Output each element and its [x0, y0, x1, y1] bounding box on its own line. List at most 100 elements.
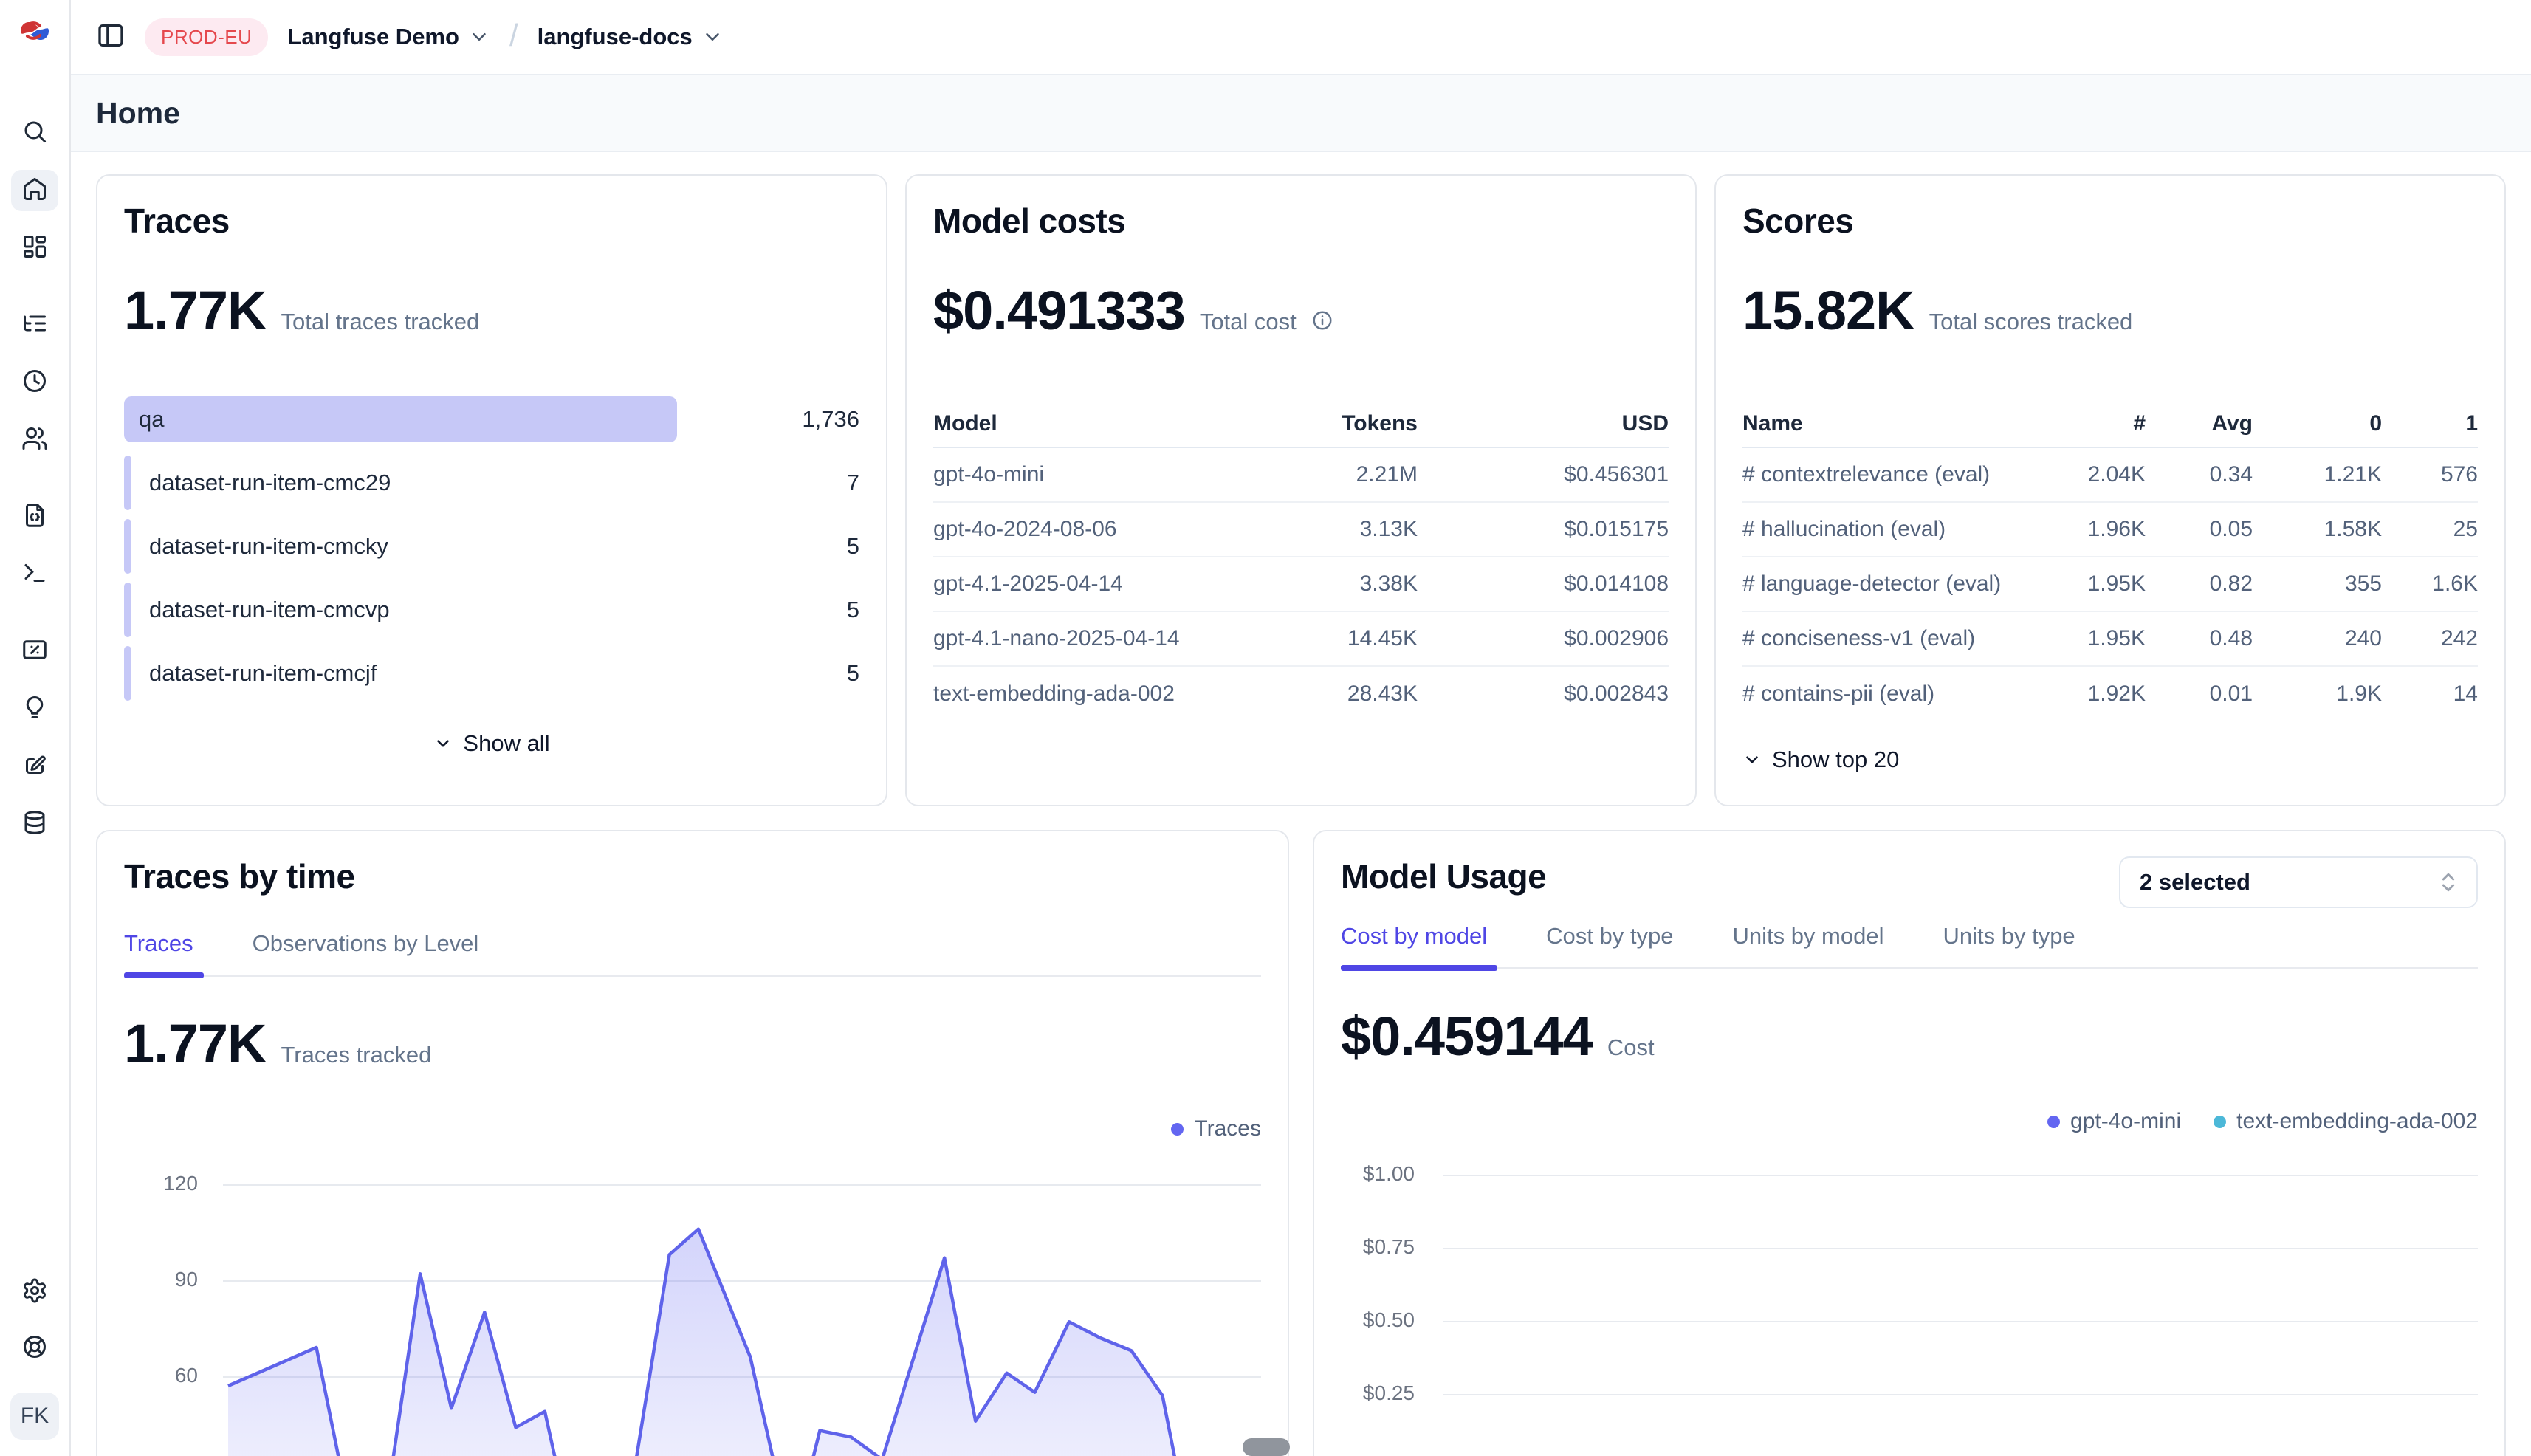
traces-by-time-card: Traces by time Traces Observations by Lev…: [96, 830, 1289, 1456]
dashboards-icon: [21, 233, 48, 264]
usage-tab-units-by-type[interactable]: Units by type: [1943, 923, 2075, 967]
topbar: PROD-EU Langfuse Demo / langfuse-docs: [71, 0, 2531, 75]
trace-count: 5: [756, 597, 859, 623]
sidebar-item-annotation-queues[interactable]: [11, 746, 58, 787]
table-cell: $0.014108: [1418, 571, 1669, 597]
sidebar-item-prompts[interactable]: [11, 496, 58, 538]
chevrons-up-down-icon: [2436, 870, 2460, 894]
legend-item: Traces: [1171, 1116, 1261, 1141]
sidebar-item-evaluation[interactable]: [11, 631, 58, 672]
table-cell: 1.58K: [2253, 517, 2382, 542]
table-row: gpt-4.1-2025-04-143.38K$0.014108: [933, 557, 1669, 612]
traces-tab-traces[interactable]: Traces: [124, 930, 193, 975]
traces-by-time-title: Traces by time: [124, 856, 1261, 896]
traces-bar-list: qa1,736dataset-run-item-cmc297dataset-ru…: [124, 388, 859, 705]
chevron-down-icon: [1742, 750, 1762, 769]
sidebar-toggle-button[interactable]: [96, 21, 126, 54]
scores-table: Name#Avg01# contextrelevance (eval)2.04K…: [1742, 401, 2478, 721]
table-cell: 28.43K: [1181, 681, 1418, 707]
table-cell: $0.015175: [1418, 517, 1669, 542]
trace-bar-row[interactable]: dataset-run-item-cmcjf5: [124, 642, 859, 705]
gridline: [1443, 1321, 2478, 1322]
show-all-button[interactable]: Show all: [433, 730, 549, 757]
model-select[interactable]: 2 selected: [2119, 856, 2478, 908]
show-top-20-label: Show top 20: [1772, 746, 1899, 773]
trace-name: dataset-run-item-cmcjf: [124, 660, 377, 687]
table-cell: # conciseness-v1 (eval): [1742, 626, 2016, 651]
table-row: gpt-4.1-nano-2025-04-1414.45K$0.002906: [933, 612, 1669, 667]
page-title: Home: [96, 96, 180, 131]
traces-time-chart: 120906030: [124, 1158, 1261, 1456]
column-header: Name: [1742, 411, 2016, 436]
info-icon[interactable]: [1311, 307, 1333, 333]
table-cell: 14.45K: [1181, 626, 1418, 651]
sidebar-item-tracing[interactable]: [11, 304, 58, 346]
sidebar-item-dashboards[interactable]: [11, 227, 58, 269]
avatar[interactable]: FK: [10, 1393, 59, 1440]
trace-count: 1,736: [756, 406, 859, 433]
table-cell: 1.96K: [2016, 517, 2146, 542]
tracing-icon: [21, 310, 48, 340]
table-row: gpt-4o-2024-08-063.13K$0.015175: [933, 503, 1669, 557]
trace-bar-row[interactable]: qa 1,736: [124, 388, 859, 451]
sidebar-item-playground[interactable]: [11, 554, 58, 595]
horizontal-scrollbar-thumb[interactable]: [1243, 1438, 1290, 1456]
annotation-icon: [21, 752, 48, 782]
scores-metric: 15.82K: [1742, 279, 1914, 342]
trace-bar-row[interactable]: dataset-run-item-cmc297: [124, 451, 859, 515]
table-cell: # contextrelevance (eval): [1742, 462, 2016, 487]
settings-icon: [21, 1277, 48, 1308]
trace-name: qa: [124, 406, 164, 433]
sidebar-item-support[interactable]: [11, 1328, 58, 1369]
traces-by-time-metric-label: Traces tracked: [281, 1042, 431, 1068]
model-costs-title: Model costs: [933, 201, 1669, 241]
trace-bar-row[interactable]: dataset-run-item-cmcvp5: [124, 578, 859, 642]
table-cell: 14: [2382, 681, 2478, 707]
bar-zone: dataset-run-item-cmcky: [124, 515, 756, 578]
traces-metric-label: Total traces tracked: [281, 309, 479, 335]
usage-tab-cost-by-type[interactable]: Cost by type: [1546, 923, 1673, 967]
trace-name: dataset-run-item-cmc29: [124, 470, 391, 496]
prompts-icon: [21, 502, 48, 532]
show-top-20-button[interactable]: Show top 20: [1742, 746, 1899, 773]
gridline: [1443, 1175, 2478, 1176]
table-row: # language-detector (eval)1.95K0.823551.…: [1742, 557, 2478, 612]
table-cell: 1.21K: [2253, 462, 2382, 487]
trace-bar-row[interactable]: dataset-run-item-cmcky5: [124, 515, 859, 578]
sidebar-item-insights[interactable]: [11, 688, 58, 729]
sidebar-item-users[interactable]: [11, 419, 58, 461]
usage-tab-units-by-model[interactable]: Units by model: [1732, 923, 1883, 967]
legend-label: text-embedding-ada-002: [2236, 1109, 2478, 1134]
table-cell: gpt-4o-mini: [933, 462, 1181, 487]
main-column: PROD-EU Langfuse Demo / langfuse-docs Ho…: [71, 0, 2531, 1456]
traces-card-title: Traces: [124, 201, 859, 241]
sidebar-item-search[interactable]: [11, 112, 58, 154]
table-cell: $0.002843: [1418, 681, 1669, 707]
legend-item: gpt-4o-mini: [2047, 1109, 2181, 1134]
legend-dot-icon: [1171, 1123, 1184, 1136]
model-usage-title: Model Usage: [1341, 856, 1546, 896]
sidebar-bottom: FK: [10, 1271, 59, 1456]
model-costs-card: Model costs $0.491333 Total cost ModelTo…: [905, 174, 1697, 806]
sessions-icon: [21, 368, 48, 398]
table-cell: 1.9K: [2253, 681, 2382, 707]
trace-count: 5: [756, 533, 859, 560]
sidebar-item-home[interactable]: [11, 170, 58, 211]
traces-tab-observations-by-level[interactable]: Observations by Level: [253, 930, 479, 975]
chevron-down-icon: [433, 734, 453, 753]
sidebar-item-datasets[interactable]: [11, 803, 58, 845]
support-icon: [21, 1333, 48, 1364]
org-selector[interactable]: Langfuse Demo: [287, 24, 490, 50]
table-cell: 2.04K: [2016, 462, 2146, 487]
sidebar-item-sessions[interactable]: [11, 362, 58, 403]
traces-by-time-metric: 1.77K: [124, 1012, 266, 1075]
table-cell: 1.6K: [2382, 571, 2478, 597]
usage-tab-cost-by-model[interactable]: Cost by model: [1341, 923, 1487, 967]
traces-card: Traces 1.77K Total traces tracked qa1,73…: [96, 174, 887, 806]
scores-title: Scores: [1742, 201, 2478, 241]
project-selector[interactable]: langfuse-docs: [538, 24, 724, 50]
chevron-down-icon: [701, 26, 724, 48]
table-cell: 2.21M: [1181, 462, 1418, 487]
table-cell: text-embedding-ada-002: [933, 681, 1181, 707]
sidebar-item-settings[interactable]: [11, 1271, 58, 1313]
